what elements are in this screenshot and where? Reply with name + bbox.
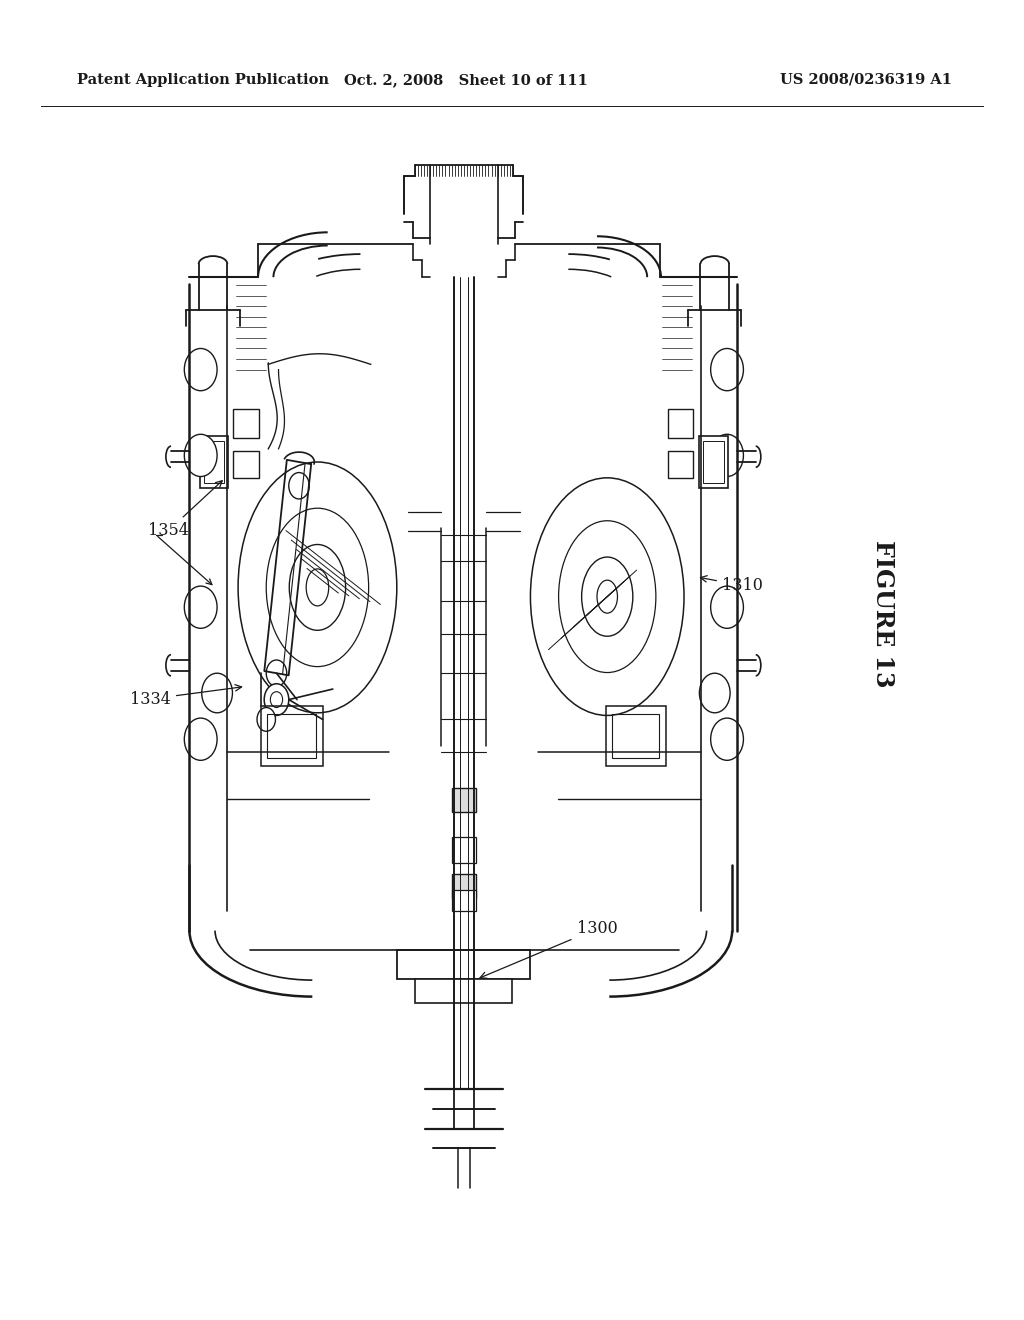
Circle shape: [711, 434, 743, 477]
Bar: [415, 979, 512, 1003]
Text: 1300: 1300: [480, 920, 617, 978]
Text: US 2008/0236319 A1: US 2008/0236319 A1: [780, 73, 952, 87]
Circle shape: [257, 708, 275, 731]
Bar: [200, 436, 228, 488]
Circle shape: [184, 586, 217, 628]
Circle shape: [202, 673, 232, 713]
Circle shape: [184, 718, 217, 760]
Text: Oct. 2, 2008   Sheet 10 of 111: Oct. 2, 2008 Sheet 10 of 111: [344, 73, 588, 87]
Bar: [668, 451, 693, 478]
Circle shape: [264, 684, 289, 715]
Circle shape: [711, 718, 743, 760]
Bar: [267, 714, 316, 758]
Circle shape: [289, 473, 309, 499]
Bar: [233, 409, 259, 438]
Bar: [612, 714, 659, 758]
Bar: [668, 409, 693, 438]
Circle shape: [184, 348, 217, 391]
Circle shape: [270, 692, 283, 708]
Bar: [233, 451, 259, 478]
Bar: [452, 788, 476, 812]
Text: 1334: 1334: [130, 685, 242, 708]
Text: FIGURE 13: FIGURE 13: [870, 540, 895, 688]
Text: 1354: 1354: [148, 480, 222, 539]
Bar: [452, 874, 476, 898]
Circle shape: [699, 673, 730, 713]
Bar: [204, 441, 224, 483]
Bar: [452, 837, 476, 863]
Bar: [606, 706, 666, 766]
Circle shape: [711, 586, 743, 628]
Circle shape: [184, 434, 217, 477]
Bar: [699, 436, 728, 488]
Circle shape: [711, 348, 743, 391]
Circle shape: [266, 660, 287, 686]
Bar: [261, 706, 323, 766]
Bar: [452, 890, 476, 911]
Bar: [397, 950, 530, 979]
Text: 1310: 1310: [700, 576, 763, 594]
Text: Patent Application Publication: Patent Application Publication: [77, 73, 329, 87]
Bar: [703, 441, 724, 483]
